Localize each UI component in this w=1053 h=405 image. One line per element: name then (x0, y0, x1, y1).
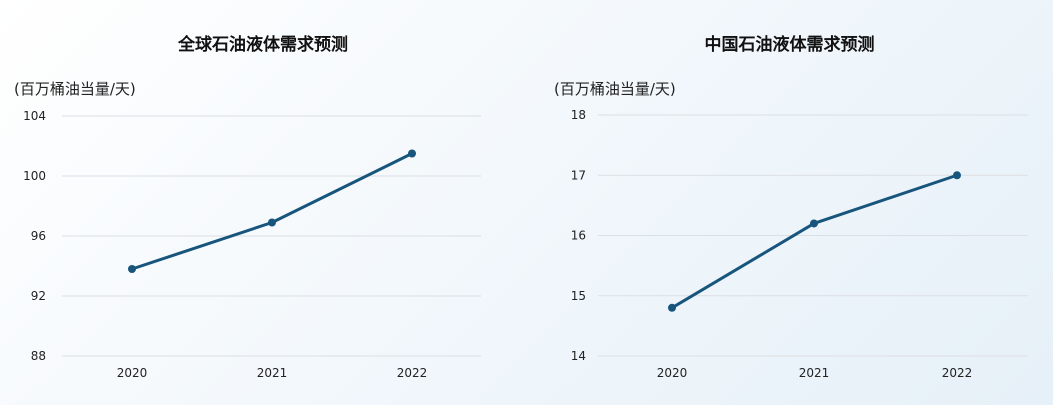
y-tick-label: 14 (571, 349, 586, 363)
x-tick-label: 2020 (657, 366, 688, 380)
y-axis-unit-label: (百万桶油当量/天) (554, 80, 676, 98)
chart-title: 中国石油液体需求预测 (704, 35, 875, 55)
y-tick-label: 15 (571, 289, 586, 303)
y-tick-label: 17 (571, 168, 586, 182)
x-tick-label: 2021 (799, 366, 830, 380)
y-tick-label: 96 (31, 229, 46, 243)
global-demand-plot: 88 92 96 100 104 2020 2021 2022 (23, 109, 481, 380)
chart-title: 全球石油液体需求预测 (178, 35, 348, 55)
data-point (408, 149, 416, 158)
x-tick-label: 2020 (117, 366, 148, 380)
china-demand-plot: 14 15 16 17 18 2020 2021 2022 (571, 108, 1028, 380)
series-line (670, 173, 959, 310)
x-tick-label: 2021 (257, 366, 288, 380)
data-point (810, 219, 818, 228)
x-tick-label: 2022 (942, 366, 973, 380)
data-point (128, 265, 136, 273)
y-tick-label: 92 (31, 289, 46, 303)
data-point (668, 303, 676, 312)
global-demand-chart: 全球石油液体需求预测 (百万桶油当量/天) 88 92 96 100 104 2020 20… (0, 0, 526, 405)
y-tick-label: 104 (23, 109, 46, 123)
y-tick-label: 100 (23, 169, 46, 183)
data-point (268, 218, 276, 227)
y-tick-label: 18 (571, 108, 586, 122)
y-axis-unit-label: (百万桶油当量/天) (14, 80, 136, 98)
y-tick-label: 16 (571, 229, 586, 243)
series-line (130, 152, 414, 271)
china-demand-chart: 中国石油液体需求预测 (百万桶油当量/天) 14 15 16 17 18 2020 2021… (526, 0, 1053, 405)
data-point (953, 171, 961, 180)
x-tick-label: 2022 (397, 366, 428, 380)
y-tick-label: 88 (31, 349, 46, 363)
